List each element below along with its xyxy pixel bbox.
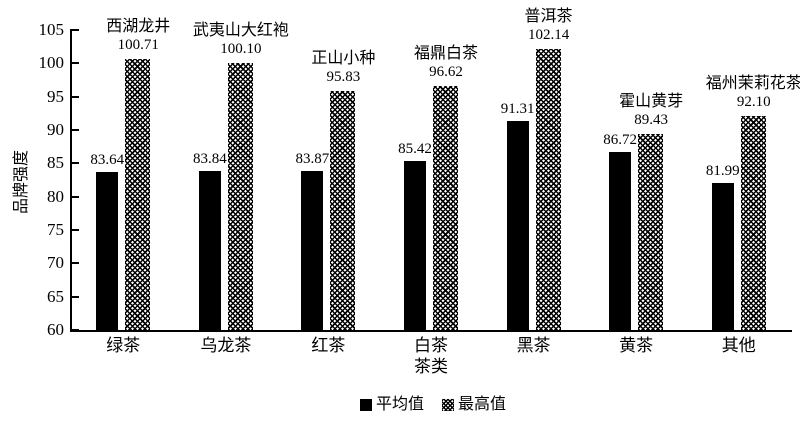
max-value-text: 96.62: [429, 63, 463, 80]
y-axis-line: [70, 29, 72, 332]
legend: 平均值 最高值: [33, 393, 800, 417]
y-axis-title: 品牌强度: [13, 150, 30, 215]
max-bar-1: [125, 58, 151, 330]
y-tick-mark: [72, 129, 79, 131]
max-value-label: 正山小种 95.83: [258, 49, 428, 87]
y-tick-mark: [72, 329, 79, 331]
max-bar-4: [433, 85, 458, 330]
top-tea-name: 普洱茶: [524, 8, 573, 26]
max-value-text: 92.10: [736, 94, 771, 110]
max-value-text: 102.14: [527, 27, 570, 44]
max-bar-7: [740, 116, 766, 330]
y-tick-mark: [72, 29, 79, 31]
y-tick-mark: [72, 295, 79, 298]
max-bar-2: [227, 62, 253, 330]
category-label-5: 黑茶: [516, 336, 551, 355]
y-tick-label: 105: [38, 20, 65, 39]
y-tick-label: 85: [47, 153, 64, 173]
y-tick-label: 100: [38, 53, 65, 73]
top-tea-name: 西湖龙井: [106, 17, 171, 35]
y-tick-mark: [72, 195, 79, 198]
max-value-label: 武夷山大红袍 100.10: [156, 21, 326, 59]
top-tea-name: 正山小种: [311, 50, 376, 68]
y-tick-mark: [72, 95, 79, 98]
mean-value-label: 83.87: [295, 150, 330, 167]
y-tick-mark: [72, 62, 79, 65]
legend-label: 平均值: [375, 396, 424, 413]
mean-bar-3: [301, 170, 324, 330]
mean-bar-6: [609, 151, 632, 330]
max-value-label: 普洱茶 102.14: [464, 7, 634, 45]
y-tick-mark: [72, 229, 79, 231]
category-label-1: 绿茶: [106, 336, 141, 355]
category-label-6: 黄茶: [619, 336, 654, 355]
y-tick-label: 95: [47, 86, 64, 106]
max-value-label: 霍山黄芽 89.43: [566, 92, 736, 130]
hatch-swatch-icon: [442, 399, 454, 411]
mean-value-label: 91.31: [500, 101, 535, 118]
y-tick-label: 60: [47, 320, 64, 339]
max-bar-3: [330, 91, 356, 330]
category-label-2: 乌龙茶: [200, 336, 252, 355]
y-tick-label: 90: [47, 120, 64, 139]
solid-swatch-icon: [359, 399, 372, 411]
mean-bar-5: [506, 121, 529, 330]
mean-bar-4: [404, 160, 426, 330]
mean-value-label: 81.99: [705, 163, 740, 180]
legend-item-max: 最高值: [442, 395, 506, 415]
max-value-text: 100.10: [220, 40, 262, 57]
legend-item-mean: 平均值: [359, 395, 424, 415]
mean-value-label: 86.72: [603, 131, 638, 148]
max-value-text: 100.71: [117, 36, 159, 53]
category-label-3: 红茶: [311, 336, 346, 355]
max-value-text: 95.83: [326, 69, 361, 86]
top-tea-name: 福鼎白茶: [413, 44, 478, 62]
top-tea-name: 武夷山大红袍: [192, 21, 289, 39]
y-tick-mark: [72, 162, 79, 165]
y-tick-label: 70: [47, 253, 64, 273]
mean-value-label: 83.64: [90, 152, 125, 169]
top-tea-name: 霍山黄芽: [619, 92, 684, 110]
max-value-label: 福鼎白茶 96.62: [361, 44, 531, 82]
top-tea-name: 福州茉莉花茶: [705, 75, 800, 92]
mean-bar-7: [711, 183, 734, 330]
y-tick-mark: [72, 262, 79, 265]
max-value-label: 福州茉莉花茶 92.10: [669, 74, 800, 112]
x-axis-title: 茶类: [414, 357, 448, 376]
category-label-4: 白茶: [414, 336, 448, 355]
max-value-text: 89.43: [634, 111, 669, 128]
max-value-label: 西湖龙井 100.71: [53, 17, 223, 55]
max-bar-5: [535, 49, 561, 330]
mean-value-label: 83.84: [192, 151, 227, 168]
y-tick-label: 75: [47, 220, 64, 239]
y-tick-label: 65: [47, 286, 64, 306]
mean-bar-2: [198, 171, 221, 330]
y-tick-label: 80: [47, 186, 64, 206]
legend-label: 最高值: [458, 396, 507, 413]
max-bar-6: [638, 133, 664, 330]
mean-value-label: 85.42: [398, 140, 432, 157]
mean-bar-1: [96, 172, 119, 330]
category-label-7: 其他: [721, 336, 756, 355]
x-axis-line: [70, 330, 792, 332]
